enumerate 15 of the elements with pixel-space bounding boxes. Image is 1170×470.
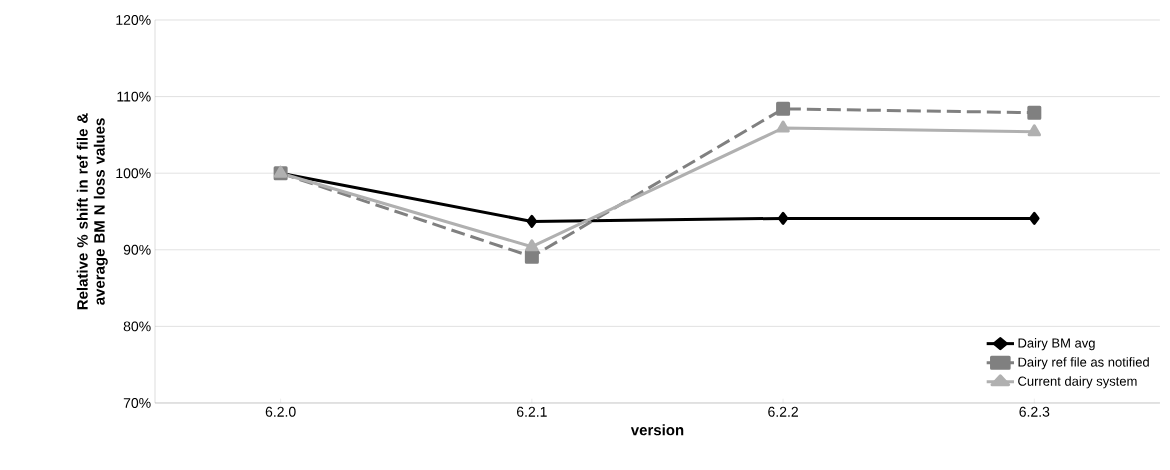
y-tick-label: 100%: [116, 168, 151, 179]
x-tick-label: 6.2.2: [768, 406, 798, 417]
y-tick-label: 80%: [123, 321, 151, 332]
x-tick-label: 6.2.1: [517, 406, 547, 417]
y-tick-label: 70%: [123, 398, 151, 408]
x-tick-label: 6.2.0: [265, 406, 296, 417]
y-tick-label: 90%: [123, 244, 151, 255]
y-tick-label: 120%: [116, 15, 151, 25]
legend-label: Dairy BM avg: [1018, 338, 1095, 351]
y-axis-title: Relative % shift in ref file & average BM N loss values: [76, 113, 108, 310]
x-tick-label: 6.2.3: [1019, 406, 1050, 417]
x-axis-title: version: [630, 424, 684, 436]
y-tick-label: 110%: [117, 91, 151, 102]
legend-label: Current dairy system: [1018, 376, 1137, 389]
legend-label: Dairy ref file as notified: [1018, 357, 1149, 370]
